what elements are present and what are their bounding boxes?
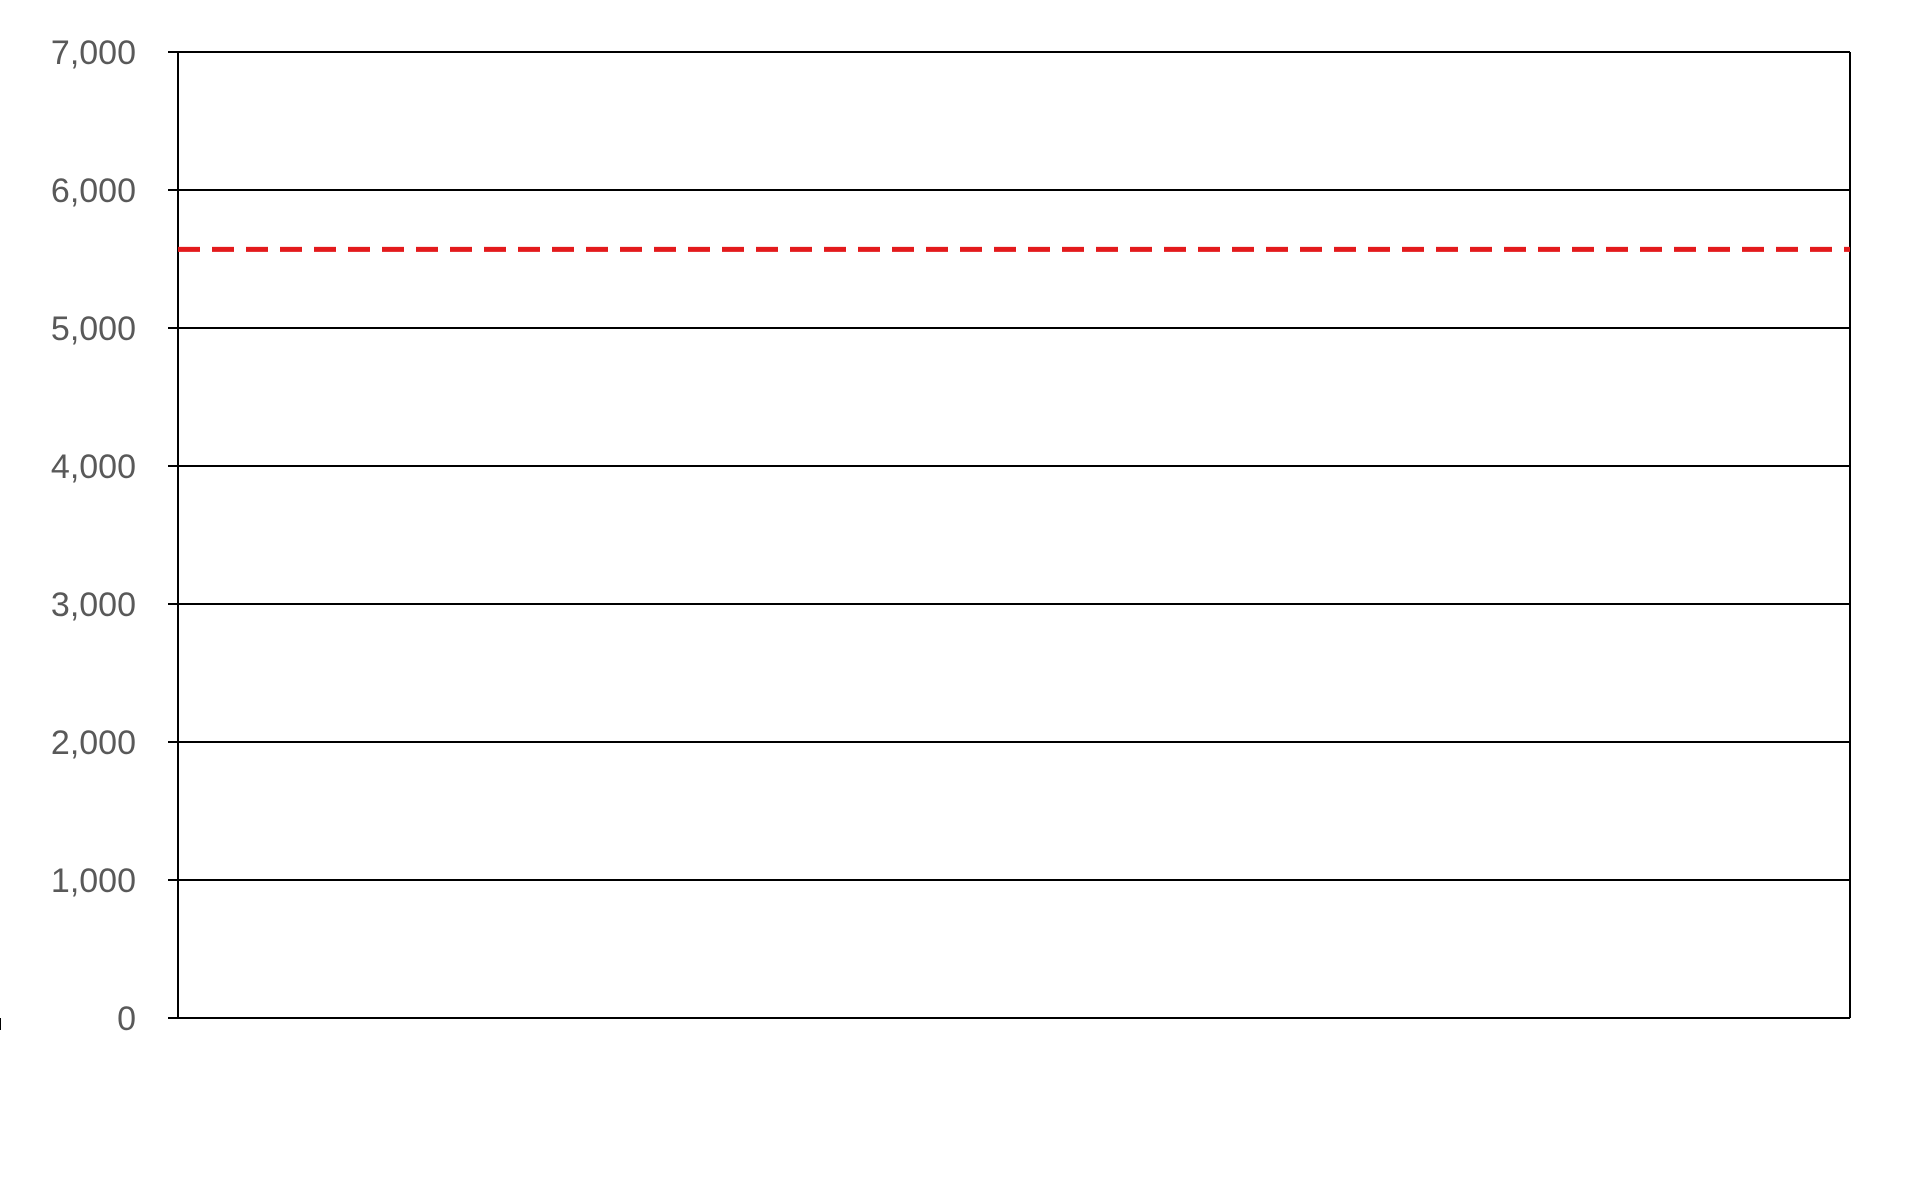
y-axis-ticks: 0 1,000 2,000 3,000 4,000 5,000 6,000 7,000 — [51, 34, 178, 1038]
y-tick-label: 2,000 — [51, 724, 136, 762]
y-tick-label: 4,000 — [51, 448, 136, 486]
y-tick-label: 7,000 — [51, 34, 136, 72]
y-tick-label: 5,000 — [51, 310, 136, 348]
y-tick-label: 1,000 — [51, 862, 136, 900]
y-tick-label: 6,000 — [51, 172, 136, 210]
axes — [177, 52, 1851, 1019]
y-tick-label: 0 — [117, 1000, 136, 1038]
y-tick-label: 3,000 — [51, 586, 136, 624]
gridlines — [178, 51, 1850, 881]
